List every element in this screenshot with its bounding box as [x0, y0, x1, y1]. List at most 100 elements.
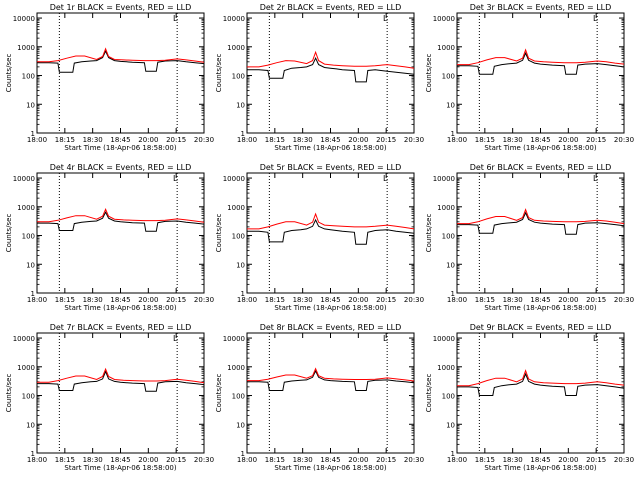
y-tick-label: 10 — [236, 261, 245, 269]
events-series-line — [247, 369, 415, 391]
x-tick-label: 20:00 — [348, 136, 368, 144]
y-tick-label: 10000 — [433, 335, 455, 343]
x-tick-label: 20:15 — [586, 456, 606, 464]
y-axis-label: Counts/sec — [5, 214, 13, 253]
x-axis-label: Start Time (18-Apr-06 18:58:00) — [274, 144, 386, 152]
x-tick-label: 18:30 — [293, 456, 313, 464]
x-tick-label: 20:00 — [348, 456, 368, 464]
y-tick-label: 1000 — [17, 204, 35, 212]
y-tick-label: 1 — [241, 290, 245, 298]
x-tick-label: 18:30 — [503, 456, 523, 464]
corner-marker: L — [593, 334, 598, 343]
x-tick-label: 18:00 — [27, 456, 47, 464]
x-tick-label: 18:15 — [475, 136, 495, 144]
events-series-line — [247, 57, 415, 83]
plot-frame — [456, 12, 625, 134]
corner-marker: L — [173, 14, 178, 23]
x-axis-label: Start Time (18-Apr-06 18:58:00) — [64, 304, 176, 312]
x-tick-label: 20:00 — [138, 456, 158, 464]
y-tick-label: 10000 — [223, 175, 245, 183]
x-tick-label: 18:00 — [237, 296, 257, 304]
x-tick-label: 18:45 — [530, 456, 550, 464]
lld-series-line — [37, 47, 205, 63]
x-tick-label: 18:45 — [320, 296, 340, 304]
x-tick-label: 20:30 — [404, 296, 424, 304]
panel-title: Det 6r BLACK = Events, RED = LLD — [470, 163, 612, 172]
panel-title: Det 9r BLACK = Events, RED = LLD — [470, 323, 612, 332]
y-tick-label: 10 — [446, 421, 455, 429]
x-axis-label: Start Time (18-Apr-06 18:58:00) — [484, 464, 596, 472]
x-tick-label: 18:30 — [83, 136, 103, 144]
x-tick-label: 18:45 — [320, 136, 340, 144]
panel-2: Det 2r BLACK = Events, RED = LLD L 1 10 100 1… — [215, 3, 424, 152]
lld-series-line — [247, 212, 415, 230]
lld-series-line — [457, 48, 625, 66]
y-tick-label: 10000 — [13, 15, 35, 23]
y-tick-label: 10000 — [433, 175, 455, 183]
x-tick-label: 18:00 — [237, 456, 257, 464]
x-tick-label: 20:15 — [376, 296, 396, 304]
panel-9: Det 9r BLACK = Events, RED = LLD L 1 10 100 1… — [425, 323, 634, 472]
y-tick-label: 10000 — [13, 175, 35, 183]
y-tick-label: 1000 — [17, 364, 35, 372]
y-tick-label: 1000 — [227, 44, 245, 52]
y-tick-label: 1 — [241, 130, 245, 138]
x-tick-label: 18:15 — [475, 296, 495, 304]
y-tick-label: 100 — [442, 393, 455, 401]
x-tick-label: 18:15 — [475, 456, 495, 464]
x-tick-label: 20:15 — [166, 136, 186, 144]
x-tick-label: 18:00 — [27, 296, 47, 304]
x-tick-label: 20:15 — [586, 136, 606, 144]
y-tick-label: 10 — [446, 261, 455, 269]
lld-series-line — [37, 367, 205, 384]
x-tick-label: 18:30 — [293, 296, 313, 304]
panel-7: Det 7r BLACK = Events, RED = LLD L 1 10 100 1… — [5, 323, 214, 472]
y-tick-label: 1 — [451, 450, 455, 458]
x-tick-label: 20:00 — [138, 136, 158, 144]
x-tick-label: 18:30 — [503, 136, 523, 144]
x-tick-label: 20:00 — [348, 296, 368, 304]
corner-marker: L — [173, 334, 178, 343]
y-tick-label: 10000 — [433, 15, 455, 23]
x-tick-label: 20:30 — [614, 456, 634, 464]
events-series-line — [37, 211, 205, 232]
x-tick-label: 18:15 — [265, 296, 285, 304]
y-tick-label: 10000 — [13, 335, 35, 343]
panel-6: Det 6r BLACK = Events, RED = LLD L 1 10 100 1… — [425, 163, 634, 312]
corner-marker: L — [383, 174, 388, 183]
y-axis-label: Counts/sec — [425, 54, 433, 93]
lld-series-line — [247, 50, 415, 69]
panel-1: Det 1r BLACK = Events, RED = LLD L 1 10 100 1… — [5, 3, 214, 152]
x-tick-label: 20:30 — [194, 456, 214, 464]
corner-marker: L — [383, 334, 388, 343]
x-axis-label: Start Time (18-Apr-06 18:58:00) — [274, 304, 386, 312]
y-tick-label: 10 — [26, 421, 35, 429]
y-tick-label: 1 — [31, 290, 35, 298]
x-axis-label: Start Time (18-Apr-06 18:58:00) — [484, 144, 596, 152]
x-tick-label: 18:15 — [55, 456, 75, 464]
y-tick-label: 1 — [31, 130, 35, 138]
y-axis-label: Counts/sec — [5, 374, 13, 413]
events-series-line — [37, 370, 205, 392]
panel-title: Det 4r BLACK = Events, RED = LLD — [50, 163, 192, 172]
x-axis-label: Start Time (18-Apr-06 18:58:00) — [64, 464, 176, 472]
x-tick-label: 18:00 — [447, 456, 467, 464]
x-tick-label: 20:00 — [558, 136, 578, 144]
y-tick-label: 1000 — [437, 44, 455, 52]
x-tick-label: 20:30 — [614, 136, 634, 144]
x-tick-label: 18:00 — [447, 136, 467, 144]
x-tick-label: 18:45 — [110, 296, 130, 304]
lld-series-line — [247, 367, 415, 382]
plot-frame — [36, 172, 205, 294]
events-series-line — [457, 372, 625, 396]
panel-title: Det 5r BLACK = Events, RED = LLD — [260, 163, 402, 172]
x-tick-label: 20:30 — [614, 296, 634, 304]
y-tick-label: 1 — [241, 450, 245, 458]
x-tick-label: 18:30 — [503, 296, 523, 304]
x-tick-label: 18:15 — [265, 136, 285, 144]
y-tick-label: 10 — [236, 101, 245, 109]
plot-frame — [246, 332, 415, 454]
x-tick-label: 18:45 — [110, 456, 130, 464]
panel-title: Det 2r BLACK = Events, RED = LLD — [260, 3, 402, 12]
panel-4: Det 4r BLACK = Events, RED = LLD L 1 10 100 1… — [5, 163, 214, 312]
